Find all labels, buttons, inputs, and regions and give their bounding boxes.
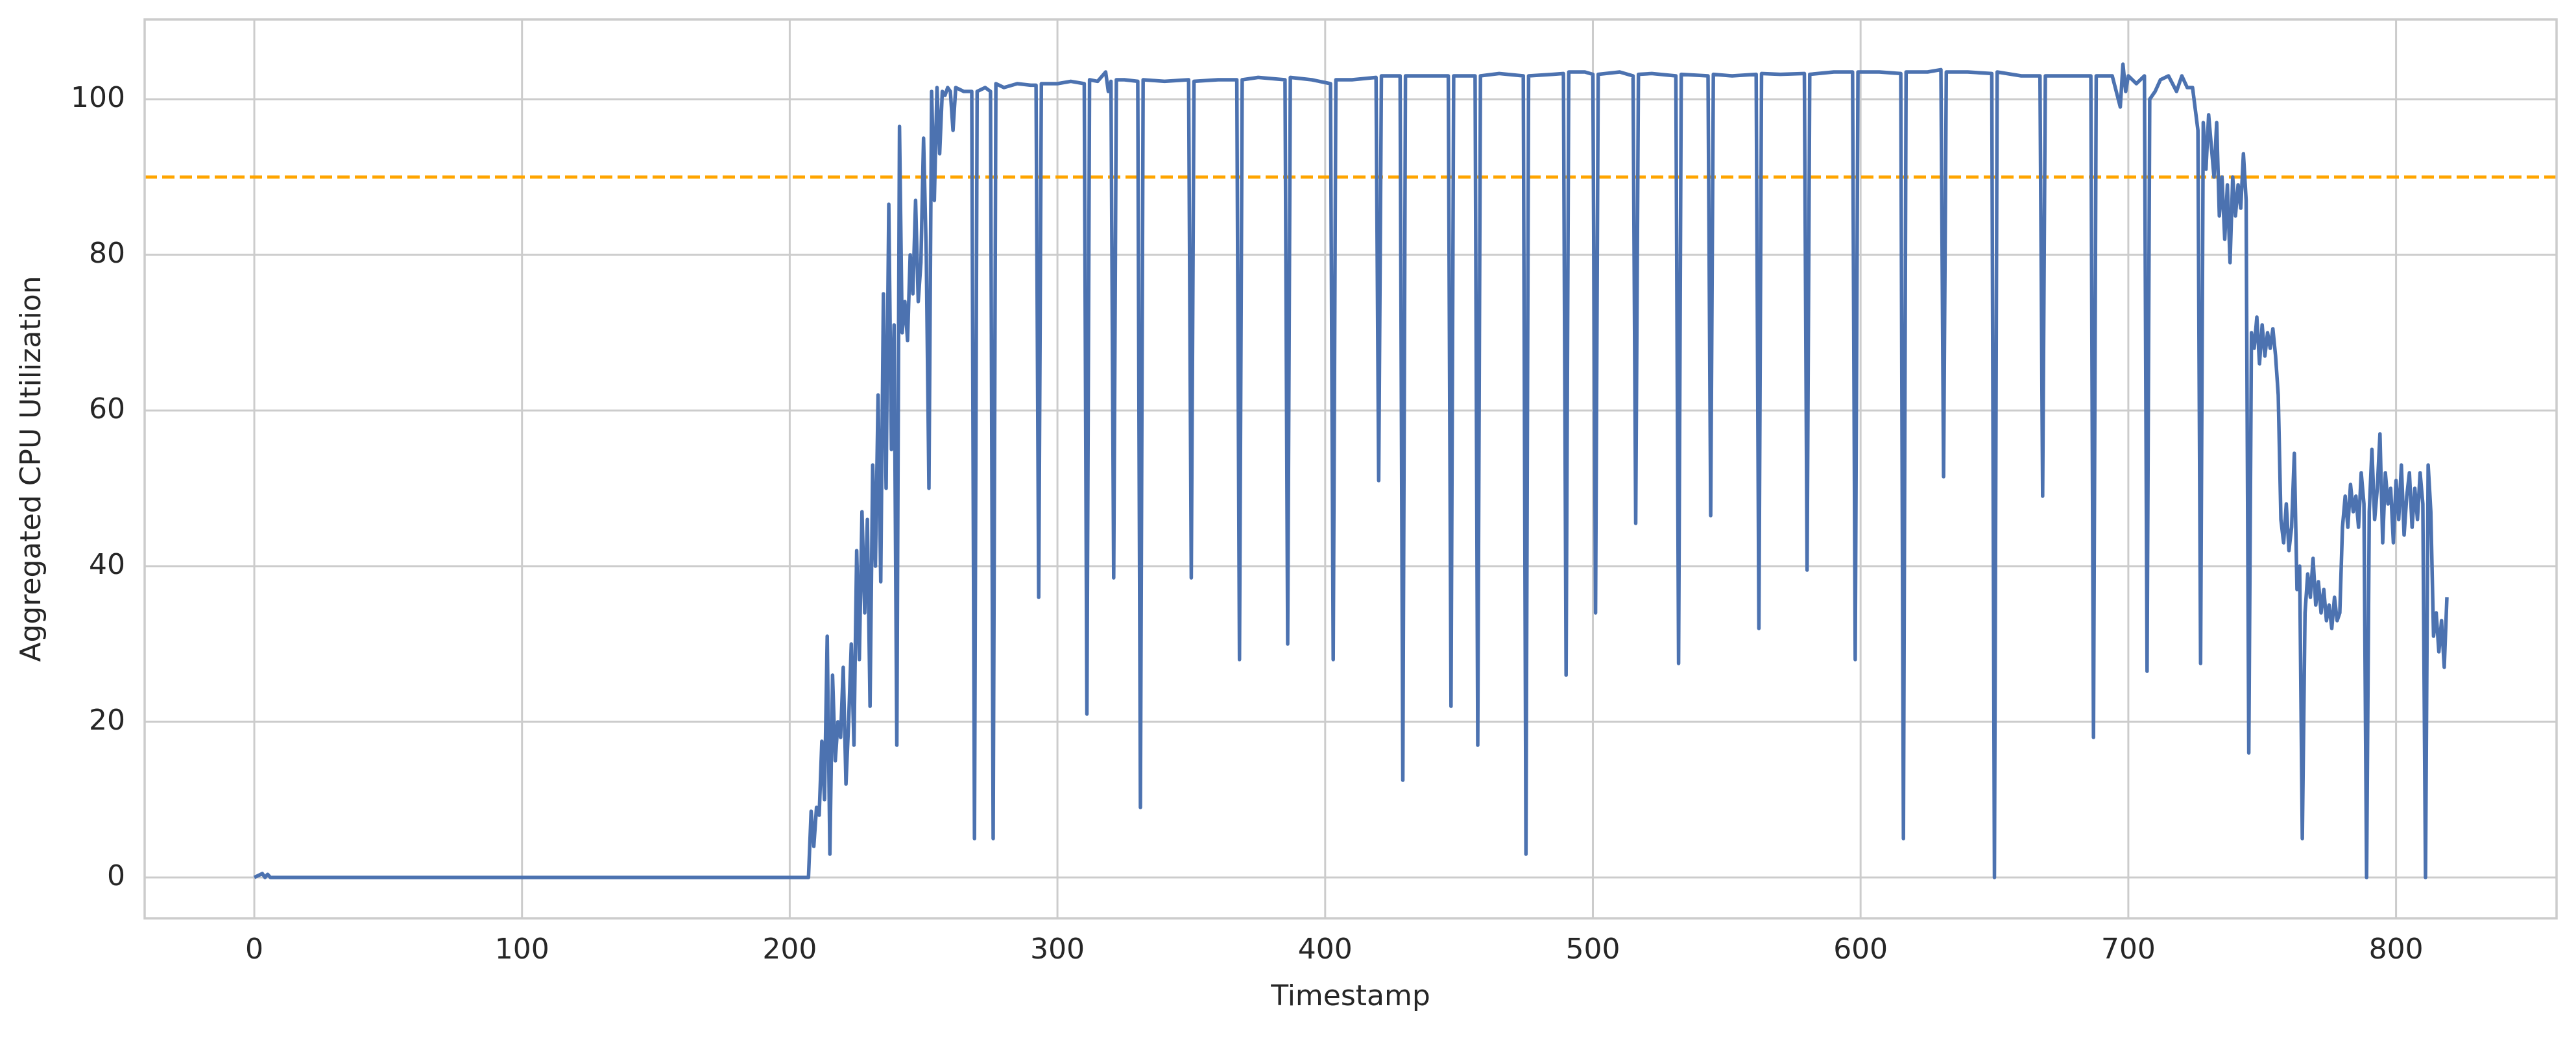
x-tick-label: 0 — [245, 933, 263, 966]
y-tick-label: 80 — [89, 237, 125, 270]
plot-frame — [143, 18, 2558, 920]
y-tick-label: 60 — [89, 392, 125, 425]
y-tick-label: 20 — [89, 704, 125, 737]
x-tick-label: 600 — [1833, 933, 1888, 966]
y-tick-label: 40 — [89, 548, 125, 581]
series-line — [253, 62, 2449, 879]
x-tick-label: 400 — [1298, 933, 1353, 966]
y-axis-label: Aggregated CPU Utilization — [14, 276, 47, 662]
x-axis-label: Timestamp — [1270, 979, 1430, 1012]
x-tick-label: 800 — [2369, 933, 2424, 966]
y-tick-label: 0 — [107, 859, 125, 892]
x-tick-label: 100 — [495, 933, 549, 966]
y-tick-label: 100 — [71, 81, 125, 114]
x-tick-label: 700 — [2101, 933, 2156, 966]
x-tick-label: 500 — [1565, 933, 1620, 966]
x-tick-label: 200 — [762, 933, 817, 966]
x-tick-label: 300 — [1030, 933, 1085, 966]
